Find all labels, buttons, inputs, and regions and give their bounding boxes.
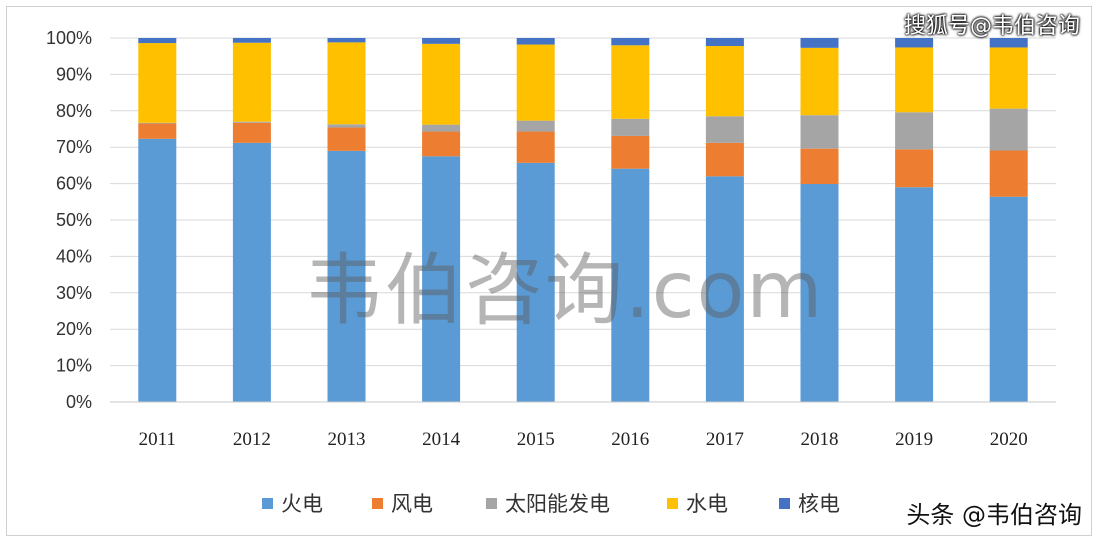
legend-label: 火电 (281, 492, 323, 516)
bar-segment (989, 196, 1028, 402)
bar-segment (422, 43, 461, 125)
bar-segment (705, 116, 744, 143)
center-watermark: 韦伯咨询.com (305, 246, 825, 336)
bar-segment (800, 115, 839, 149)
bar-segment (232, 121, 271, 123)
bar-segment (232, 38, 271, 43)
bar-segment (895, 187, 934, 402)
legend-label: 风电 (391, 492, 433, 516)
bar-segment (232, 142, 271, 402)
x-tick-label: 2014 (422, 429, 461, 450)
bar-segment (327, 38, 366, 43)
bar-segment (327, 150, 366, 402)
y-tick-label: 40% (56, 246, 92, 266)
bar-segment (800, 148, 839, 184)
bar-segment (989, 38, 1028, 48)
bar-segment (611, 135, 650, 169)
bar-segment (138, 138, 177, 402)
legend-swatch (372, 497, 383, 509)
bar-segment (138, 123, 177, 139)
bar-segment (138, 43, 177, 123)
bar-segment (895, 47, 934, 113)
bottom-right-watermark: 头条 @韦伯咨询 (906, 501, 1082, 529)
bar-segment (705, 142, 744, 177)
x-tick-label: 2015 (517, 429, 555, 450)
bar-segment (232, 122, 271, 143)
bar-segment (800, 183, 839, 402)
legend-item-hydro: 水电 (667, 488, 728, 518)
bar-segment (800, 47, 839, 116)
y-tick-label: 50% (56, 210, 92, 230)
x-tick-label: 2016 (611, 429, 649, 450)
bar-segment (516, 120, 555, 132)
bar-segment (611, 38, 650, 46)
legend-label: 核电 (798, 492, 840, 516)
bar-segment (327, 124, 366, 128)
y-tick-label: 60% (56, 174, 92, 194)
legend-item-thermal: 火电 (262, 488, 323, 518)
bar-segment (516, 38, 555, 45)
bar-segment (516, 162, 555, 402)
bar-segment (138, 38, 177, 44)
bar-segment (989, 108, 1028, 151)
bar-segment (422, 38, 461, 44)
bar-segment (895, 149, 934, 188)
legend: 火电 风电 太阳能发电 水电 核电 (0, 488, 1098, 518)
bar-segment (422, 124, 461, 132)
bars (138, 38, 1028, 402)
y-tick-label: 20% (56, 319, 92, 339)
bar-segment (611, 118, 650, 136)
legend-swatch (486, 497, 497, 509)
legend-label: 太阳能发电 (505, 492, 610, 516)
bar-segment (327, 127, 366, 151)
bar-segment (895, 38, 934, 48)
bar-segment (516, 131, 555, 163)
y-tick-label: 0% (66, 392, 92, 412)
x-tick-label: 2017 (706, 429, 744, 450)
legend-label: 水电 (686, 492, 728, 516)
y-axis: 0% 10% 20% 30% 40% 50% 60% 70% 80% 90% 100% (46, 28, 92, 412)
bar-segment (989, 47, 1028, 109)
legend-swatch (667, 497, 678, 509)
top-right-watermark: 搜狐号@韦伯咨询 (903, 14, 1080, 39)
bar-segment (895, 112, 934, 150)
legend-item-nuclear: 核电 (779, 488, 840, 518)
legend-swatch (262, 497, 273, 509)
x-axis: 2011 2012 2013 2014 2015 2016 2017 2018 2019 2020 (110, 401, 1056, 450)
bar-segment (989, 150, 1028, 197)
legend-item-wind: 风电 (372, 488, 433, 518)
x-tick-label: 2019 (895, 429, 933, 450)
y-tick-label: 90% (56, 64, 92, 84)
y-tick-label: 70% (56, 137, 92, 157)
x-tick-label: 2018 (801, 429, 839, 450)
x-tick-label: 2012 (233, 429, 271, 450)
bar-segment (705, 38, 744, 47)
x-tick-label: 2011 (139, 429, 176, 450)
y-tick-label: 30% (56, 283, 92, 303)
bar-segment (611, 45, 650, 119)
bar-segment (327, 42, 366, 125)
y-tick-label: 100% (46, 28, 92, 48)
bar-segment (138, 122, 177, 124)
legend-item-solar: 太阳能发电 (486, 488, 610, 518)
bar-segment (516, 44, 555, 121)
y-tick-label: 80% (56, 101, 92, 121)
bar-segment (800, 38, 839, 48)
bar-segment (705, 46, 744, 117)
x-tick-label: 2020 (990, 429, 1028, 450)
bar-segment (422, 131, 461, 157)
legend-swatch (779, 497, 790, 509)
x-tick-label: 2013 (328, 429, 366, 450)
bar-segment (232, 42, 271, 122)
y-tick-label: 10% (56, 356, 92, 376)
bar-segment (611, 168, 650, 402)
bar-segment (422, 156, 461, 402)
bar-segment (705, 176, 744, 402)
